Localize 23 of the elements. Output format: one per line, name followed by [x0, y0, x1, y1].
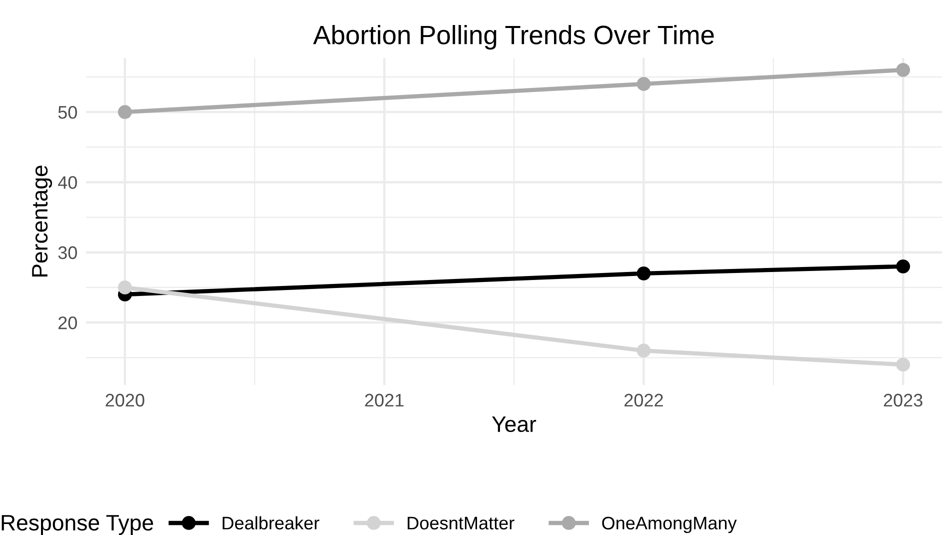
y-tick-label: 50 — [58, 106, 77, 119]
chart-title: Abortion Polling Trends Over Time — [313, 24, 714, 50]
x-tick-label: 2020 — [106, 394, 144, 407]
y-axis-title: Percentage — [32, 166, 52, 277]
legend-title: Response Type — [2, 515, 154, 535]
x-tick-label: 2023 — [884, 394, 922, 407]
x-tick-label: 2022 — [624, 394, 663, 407]
point — [118, 105, 132, 119]
y-tick-label: 30 — [58, 246, 77, 260]
point — [636, 266, 651, 280]
legend-label: DoesntMatter — [408, 516, 514, 530]
legend-label: OneAmongMany — [602, 516, 737, 534]
point — [636, 77, 651, 91]
point — [896, 62, 910, 77]
x-tick-label: 2021 — [365, 394, 404, 407]
y-tick-label: 20 — [58, 316, 77, 330]
x-axis-title: Year — [492, 416, 536, 432]
point — [636, 344, 651, 358]
legend-label: Dealbreaker — [222, 516, 320, 530]
point — [896, 259, 910, 274]
point — [896, 358, 910, 372]
y-tick-label: 40 — [58, 176, 77, 189]
point — [118, 280, 132, 294]
